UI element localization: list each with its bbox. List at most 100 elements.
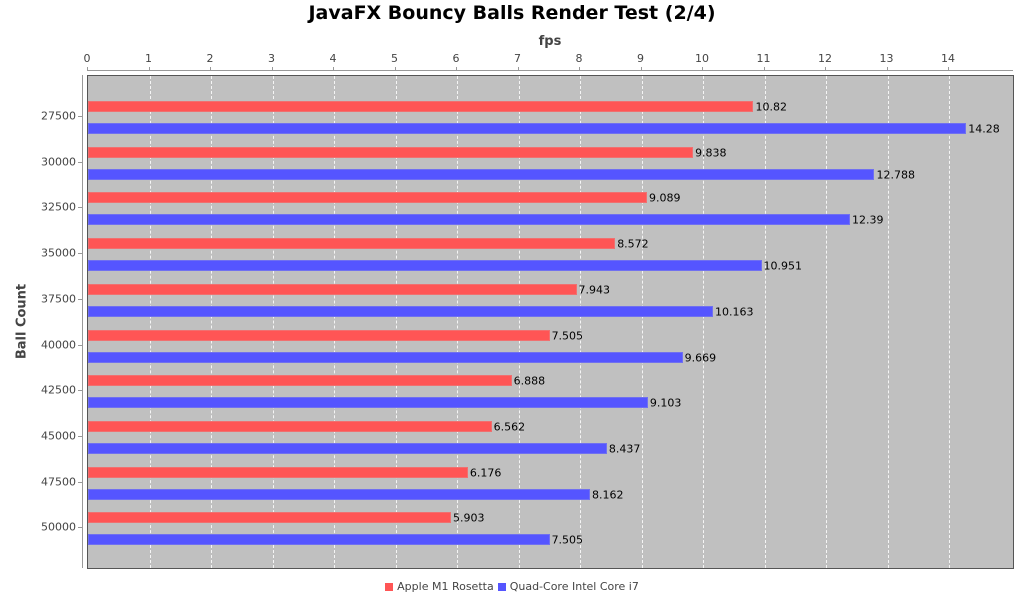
x-tick-label: 5 bbox=[391, 52, 398, 65]
y-tick-label: 35000 bbox=[41, 246, 76, 260]
bar-intel-i7 bbox=[88, 168, 875, 180]
y-tick-label: 37500 bbox=[41, 292, 76, 306]
y-tick-mark bbox=[78, 207, 82, 209]
x-tick-mark bbox=[579, 67, 581, 71]
gridline bbox=[641, 76, 643, 568]
bar-apple-m1 bbox=[88, 283, 577, 295]
y-tick-mark bbox=[78, 435, 82, 437]
bar-value-label: 9.089 bbox=[648, 191, 681, 205]
legend-swatch-icon bbox=[497, 582, 506, 591]
bar-value-label: 5.903 bbox=[453, 511, 485, 525]
x-tick-mark bbox=[148, 67, 150, 71]
x-axis-label: fps bbox=[538, 34, 562, 49]
y-tick-label: 47500 bbox=[41, 475, 76, 489]
bar-value-label: 8.162 bbox=[591, 488, 624, 502]
y-tick-label: 50000 bbox=[41, 520, 76, 534]
x-tick-label: 2 bbox=[206, 52, 214, 65]
gridline bbox=[703, 76, 705, 568]
bar-intel-i7 bbox=[88, 534, 550, 546]
bar-intel-i7 bbox=[88, 305, 714, 317]
x-axis-line bbox=[87, 70, 1013, 71]
x-tick-mark bbox=[702, 67, 704, 71]
bar-apple-m1 bbox=[88, 329, 550, 341]
y-tick-label: 32500 bbox=[41, 200, 76, 214]
x-tick-mark bbox=[333, 67, 334, 71]
bar-value-label: 10.951 bbox=[763, 259, 803, 273]
y-tick-mark bbox=[78, 527, 82, 529]
bar-intel-i7 bbox=[88, 488, 590, 500]
legend-item: Quad-Core Intel Core i7 bbox=[497, 580, 639, 593]
bar-value-label: 6.562 bbox=[493, 420, 526, 434]
bar-intel-i7 bbox=[88, 123, 967, 134]
gridline bbox=[518, 76, 520, 568]
bar-apple-m1 bbox=[88, 512, 452, 524]
y-tick-label: 45000 bbox=[41, 429, 76, 443]
legend-swatch-icon bbox=[385, 582, 394, 591]
legend-label: Quad-Core Intel Core i7 bbox=[509, 580, 639, 593]
bar-apple-m1 bbox=[88, 146, 694, 158]
bar-intel-i7 bbox=[88, 442, 607, 454]
bar-value-label: 9.838 bbox=[695, 146, 727, 160]
bar-value-label: 7.943 bbox=[578, 283, 611, 297]
bar-value-label: 7.505 bbox=[551, 329, 584, 342]
x-tick-mark bbox=[640, 67, 642, 71]
x-tick-label: 11 bbox=[756, 52, 771, 65]
x-tick-label: 4 bbox=[329, 52, 337, 65]
x-tick-label: 9 bbox=[637, 52, 645, 65]
y-tick-mark bbox=[78, 481, 82, 483]
x-tick-mark bbox=[394, 67, 396, 71]
bar-value-label: 9.669 bbox=[684, 351, 717, 364]
x-tick-label: 7 bbox=[514, 52, 522, 65]
y-tick-label: 40000 bbox=[41, 338, 76, 351]
x-tick-mark bbox=[825, 67, 827, 71]
x-tick-mark bbox=[87, 67, 88, 71]
bar-value-label: 14.28 bbox=[968, 122, 1000, 136]
x-tick-label: 0 bbox=[83, 52, 91, 65]
legend-item: Apple M1 Rosetta bbox=[385, 580, 494, 593]
bar-apple-m1 bbox=[88, 101, 754, 112]
x-tick-label: 3 bbox=[268, 52, 275, 65]
gridline bbox=[887, 76, 889, 568]
x-tick-label: 1 bbox=[145, 52, 152, 65]
y-tick-mark bbox=[78, 253, 82, 255]
gridline bbox=[764, 76, 766, 568]
x-tick-mark bbox=[886, 67, 888, 71]
bar-value-label: 8.437 bbox=[608, 442, 641, 456]
gridline bbox=[334, 76, 335, 568]
bar-value-label: 9.103 bbox=[649, 396, 682, 410]
bar-value-label: 10.163 bbox=[715, 305, 754, 319]
y-tick-mark bbox=[78, 390, 82, 392]
x-tick-label: 8 bbox=[575, 52, 583, 65]
y-tick-mark bbox=[78, 161, 82, 163]
bar-apple-m1 bbox=[88, 466, 468, 478]
legend: Apple M1 Rosetta Quad-Core Intel Core i7 bbox=[0, 580, 1024, 594]
y-tick-mark bbox=[78, 116, 82, 117]
gridline bbox=[580, 76, 582, 568]
bar-apple-m1 bbox=[88, 192, 647, 204]
bar-apple-m1 bbox=[88, 238, 616, 250]
y-tick-mark bbox=[78, 298, 82, 300]
y-tick-label: 42500 bbox=[41, 383, 76, 397]
x-tick-mark bbox=[948, 67, 950, 71]
x-tick-label: 12 bbox=[818, 52, 833, 65]
x-tick-mark bbox=[456, 67, 458, 71]
bar-value-label: 8.572 bbox=[617, 237, 649, 251]
x-tick-label: 13 bbox=[879, 52, 894, 65]
plot-area bbox=[87, 75, 1014, 569]
bar-value-label: 10.82 bbox=[755, 100, 787, 114]
x-tick-mark bbox=[517, 67, 519, 71]
bar-value-label: 6.888 bbox=[513, 374, 546, 388]
gridline bbox=[949, 76, 951, 568]
bar-intel-i7 bbox=[88, 214, 851, 226]
x-tick-label: 6 bbox=[452, 52, 460, 65]
bar-intel-i7 bbox=[88, 351, 683, 363]
chart-title: JavaFX Bouncy Balls Render Test (2/4) bbox=[308, 2, 716, 24]
bar-value-label: 6.176 bbox=[469, 466, 502, 480]
bar-intel-i7 bbox=[88, 260, 762, 272]
gridline bbox=[457, 76, 459, 568]
gridline bbox=[826, 76, 828, 568]
bar-value-label: 7.505 bbox=[551, 533, 584, 547]
bar-value-label: 12.39 bbox=[852, 213, 884, 227]
gridline bbox=[272, 76, 274, 568]
y-axis-label: Ball Count bbox=[14, 283, 30, 360]
